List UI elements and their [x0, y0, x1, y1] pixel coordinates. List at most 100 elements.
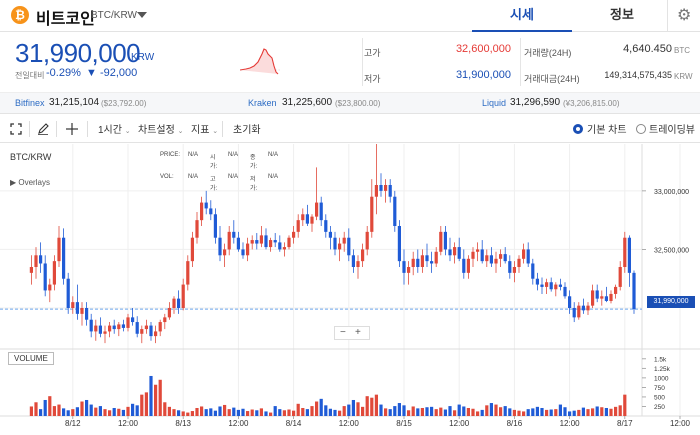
volume-bar: [572, 410, 576, 416]
overlays-toggle[interactable]: ▶ Overlays: [10, 178, 50, 187]
tab-market[interactable]: 시세: [472, 0, 572, 32]
candle: [494, 258, 498, 264]
candle: [269, 240, 273, 248]
volume-bar: [494, 404, 498, 416]
volume-bar: [558, 404, 562, 416]
basic-chart-radio[interactable]: [573, 124, 583, 134]
reset-button[interactable]: 초기화: [233, 125, 261, 136]
candle: [508, 261, 512, 273]
volume-bar: [420, 407, 424, 416]
chevron-down-icon[interactable]: [137, 12, 147, 18]
volume-bar: [186, 412, 190, 416]
tab-info[interactable]: 정보: [610, 7, 634, 22]
crosshair-icon[interactable]: [66, 123, 78, 135]
exchange-price-usd: ($23,800.00): [335, 99, 381, 108]
vol-tick-label: 1.5k: [654, 356, 667, 363]
volume-bar: [292, 410, 296, 416]
y-tick-label: 32,500,000: [654, 247, 689, 254]
tradingview-label[interactable]: 트레이딩뷰: [649, 125, 695, 136]
zoom-out-button[interactable]: −: [340, 327, 346, 338]
candle: [462, 258, 466, 273]
coin-pair[interactable]: BTC/KRW: [91, 10, 137, 21]
volume-bar: [618, 405, 622, 416]
tradingview-radio[interactable]: [636, 124, 646, 134]
candle: [434, 251, 438, 264]
candle: [255, 240, 259, 244]
volume-bar: [236, 409, 240, 416]
volume-bar: [549, 409, 553, 416]
gear-icon[interactable]: ⚙: [677, 7, 692, 24]
candle: [62, 237, 66, 279]
volume-bar: [177, 410, 181, 416]
volume-bar: [85, 399, 89, 416]
toolbar-divider: [56, 121, 57, 137]
candle: [338, 243, 342, 250]
candle: [94, 325, 98, 332]
volume-bar: [623, 394, 627, 416]
volume-bar: [361, 406, 365, 416]
candle: [480, 249, 484, 262]
volume-bar: [135, 405, 139, 416]
high-value: 32,600,000: [455, 43, 511, 55]
volume-bar: [600, 407, 604, 416]
coin-name[interactable]: 비트코인: [36, 11, 95, 28]
candle: [407, 267, 411, 273]
candle: [319, 202, 323, 221]
high-val: N/A: [228, 174, 239, 180]
volume-bar: [149, 375, 153, 416]
candle: [34, 255, 38, 267]
vol-tick-label: 1.25k: [654, 366, 671, 373]
zoom-in-button[interactable]: +: [355, 327, 361, 338]
vol-tick-label: 250: [654, 404, 665, 411]
top-bar: ₿ 비트코인 BTC/KRW 시세 정보 ⚙: [0, 0, 700, 32]
candle: [236, 237, 240, 250]
toolbar-divider: [87, 121, 88, 137]
chart-settings-dropdown[interactable]: 차트설정 ⌄: [138, 121, 183, 136]
x-tick-label: 8/12: [65, 419, 81, 428]
exchange-prices-bar: Bitfinex 31,215,104 ($23,792.00) Kraken …: [0, 92, 700, 114]
header-divider: [667, 0, 668, 32]
pencil-icon[interactable]: [37, 123, 49, 135]
candle: [112, 325, 116, 330]
indicators-dropdown[interactable]: 지표 ⌄: [191, 121, 218, 136]
low-key: 저가:: [250, 177, 258, 192]
volume-bar: [250, 409, 254, 416]
amount-unit: KRW: [674, 72, 693, 81]
volume-bar: [209, 408, 213, 416]
candle: [342, 237, 346, 244]
volume-bar: [57, 404, 61, 416]
open-val: N/A: [228, 152, 239, 158]
exchange-name[interactable]: Bitfinex: [15, 98, 45, 108]
candle: [618, 267, 622, 287]
interval-dropdown[interactable]: 1시간 ⌄: [98, 121, 131, 136]
x-tick-label: 12:00: [560, 419, 581, 428]
fullscreen-icon[interactable]: [10, 123, 22, 135]
volume-bar: [351, 399, 355, 416]
volume-bar: [273, 406, 277, 416]
candle: [517, 258, 521, 267]
open-key: 시가:: [210, 155, 218, 170]
exchange-name[interactable]: Liquid: [482, 98, 507, 108]
volume-bar: [324, 405, 328, 416]
volume-bar: [614, 406, 618, 416]
volume-bar: [545, 409, 549, 416]
volume-bar: [204, 409, 208, 416]
volume-bar: [425, 407, 429, 416]
volume-bar: [356, 402, 360, 416]
x-tick-label: 12:00: [228, 419, 249, 428]
basic-chart-label[interactable]: 기본 차트: [587, 125, 627, 136]
chart-settings-label: 차트설정: [138, 125, 175, 136]
candle: [347, 237, 351, 256]
candle: [471, 251, 475, 259]
exchange-name[interactable]: Kraken: [248, 98, 277, 108]
candlestick-chart[interactable]: 33,000,000 32,500,000 1.5k 1.25k 1000 750 500 2…: [0, 144, 700, 435]
vol-key: VOL:: [160, 174, 174, 180]
close-val: N/A: [268, 152, 279, 158]
candle: [558, 284, 562, 287]
candle: [204, 202, 208, 209]
volume-bar: [29, 406, 33, 416]
candle: [388, 185, 392, 197]
candle: [135, 322, 139, 334]
x-tick-label: 12:00: [118, 419, 139, 428]
candle: [351, 255, 355, 267]
